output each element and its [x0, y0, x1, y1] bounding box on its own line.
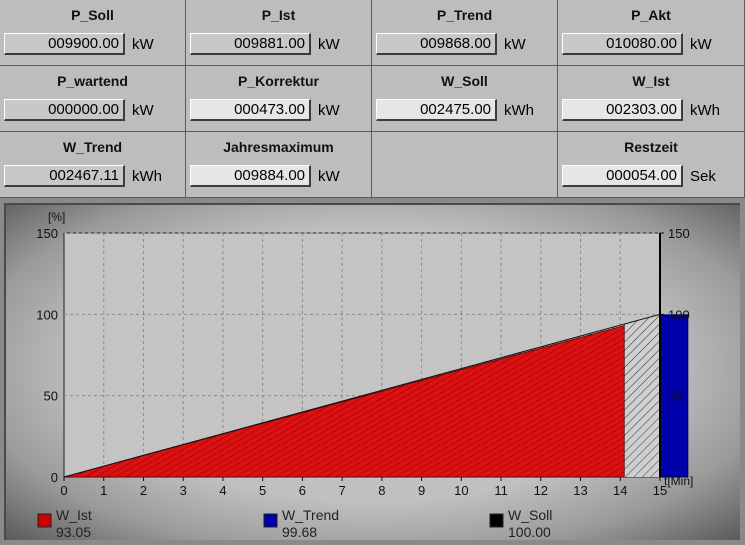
- legend-swatch: [263, 513, 278, 528]
- cell-p-korrektur: P_Korrektur 000473.00 kW: [186, 66, 372, 132]
- y-axis-label: [%]: [48, 210, 65, 224]
- y-tick-label-left: 50: [44, 389, 58, 404]
- x-tick-label: 8: [378, 483, 385, 498]
- y-tick-label-right: 50: [668, 389, 682, 404]
- legend-value: 99.68: [282, 524, 317, 540]
- y-tick-label-left: 0: [51, 470, 58, 485]
- unit-label: kW: [132, 36, 154, 53]
- value-field: 010080.00: [562, 33, 683, 55]
- value-field: 009900.00: [4, 33, 125, 55]
- value-grid: P_Soll 009900.00 kW P_Ist 009881.00 kW P_Trend…: [0, 0, 745, 198]
- energy-chart: 0 1 2 3 4 5 6 7 8 9 10 11 12 13 14 1505010015050100150[…: [36, 210, 693, 540]
- cell-jahresmaximum: Jahresmaximum 009884.00 kW: [186, 132, 372, 198]
- x-tick-label: 3: [180, 483, 187, 498]
- unit-label: kW: [504, 36, 526, 53]
- x-axis-label: t[Min]: [664, 474, 693, 488]
- cell-w-soll: W_Soll 002475.00 kWh: [372, 66, 558, 132]
- y-tick-label-right: 100: [668, 307, 690, 322]
- unit-label: Sek: [690, 168, 716, 185]
- value-field: 002303.00: [562, 99, 683, 121]
- x-tick-label: 2: [140, 483, 147, 498]
- unit-label: kW: [318, 36, 340, 53]
- cell-w-ist: W_Ist 002303.00 kWh: [558, 66, 745, 132]
- x-tick-label: 15: [653, 483, 667, 498]
- legend-name: W_Soll: [508, 507, 552, 523]
- unit-label: kWh: [132, 168, 162, 185]
- value-field: 000000.00: [4, 99, 125, 121]
- cell-p-ist: P_Ist 009881.00 kW: [186, 0, 372, 66]
- value-field: 009881.00: [190, 33, 311, 55]
- cell-title: W_Soll: [441, 73, 488, 89]
- x-tick-label: 4: [219, 483, 226, 498]
- cell-w-trend: W_Trend 002467.11 kWh: [0, 132, 186, 198]
- cell-empty-10: [372, 132, 558, 198]
- value-field: 009884.00: [190, 165, 311, 187]
- x-tick-label: 11: [494, 483, 508, 498]
- legend-swatch: [37, 513, 52, 528]
- cell-p-trend: P_Trend 009868.00 kW: [372, 0, 558, 66]
- unit-label: kW: [690, 36, 712, 53]
- cell-p-soll: P_Soll 009900.00 kW: [0, 0, 186, 66]
- value-field: 002475.00: [376, 99, 497, 121]
- cell-p-wartend: P_wartend 000000.00 kW: [0, 66, 186, 132]
- cell-title: W_Trend: [62, 139, 123, 155]
- x-tick-label: 12: [534, 483, 548, 498]
- unit-label: kW: [132, 102, 154, 119]
- y-tick-label-left: 100: [36, 307, 58, 322]
- x-tick-label: 1: [100, 483, 107, 498]
- legend-value: 100.00: [508, 524, 551, 540]
- unit-label: kW: [318, 102, 340, 119]
- cell-title: P_Ist: [261, 7, 296, 23]
- legend-name: W_Ist: [56, 507, 92, 523]
- value-field: 000473.00: [190, 99, 311, 121]
- w-soll-line: [63, 313, 661, 478]
- x-tick-label: 6: [299, 483, 306, 498]
- x-tick-label: 13: [573, 483, 587, 498]
- cell-p-akt: P_Akt 010080.00 kW: [558, 0, 745, 66]
- cell-title: P_Trend: [436, 7, 493, 23]
- y-tick-label-left: 150: [36, 226, 58, 241]
- cell-title: P_Akt: [631, 7, 671, 23]
- cell-title: Jahresmaximum: [223, 139, 334, 155]
- legend-value: 93.05: [56, 524, 91, 540]
- w-trend-bar: [659, 314, 689, 478]
- cell-title: P_wartend: [57, 73, 128, 89]
- cell-title: Restzeit: [624, 139, 678, 155]
- x-tick-label: 14: [613, 483, 627, 498]
- cell-title: P_Soll: [71, 7, 114, 23]
- value-field: 002467.11: [4, 165, 125, 187]
- value-field: 009868.00: [376, 33, 497, 55]
- unit-label: kWh: [690, 102, 720, 119]
- x-tick-label: 10: [454, 483, 468, 498]
- value-field: 000054.00: [562, 165, 683, 187]
- y-tick-label-right: 150: [668, 226, 690, 241]
- cell-title: P_Korrektur: [238, 73, 319, 89]
- plot-area: 0 1 2 3 4 5 6 7 8 9 10 11 12 13 14 1505010015050100150[…: [36, 210, 693, 540]
- cell-restzeit: Restzeit 000054.00 Sek: [558, 132, 745, 198]
- x-tick-label: 7: [339, 483, 346, 498]
- legend-name: W_Trend: [282, 507, 339, 523]
- x-tick-label: 0: [60, 483, 67, 498]
- unit-label: kWh: [504, 102, 534, 119]
- legend-swatch: [489, 513, 504, 528]
- x-tick-label: 5: [259, 483, 266, 498]
- cell-title: W_Ist: [632, 73, 670, 89]
- x-tick-label: 9: [418, 483, 425, 498]
- chart-panel: 0 1 2 3 4 5 6 7 8 9 10 11 12 13 14 15 0 50 100 150 50 100 150[…: [4, 203, 740, 540]
- unit-label: kW: [318, 168, 340, 185]
